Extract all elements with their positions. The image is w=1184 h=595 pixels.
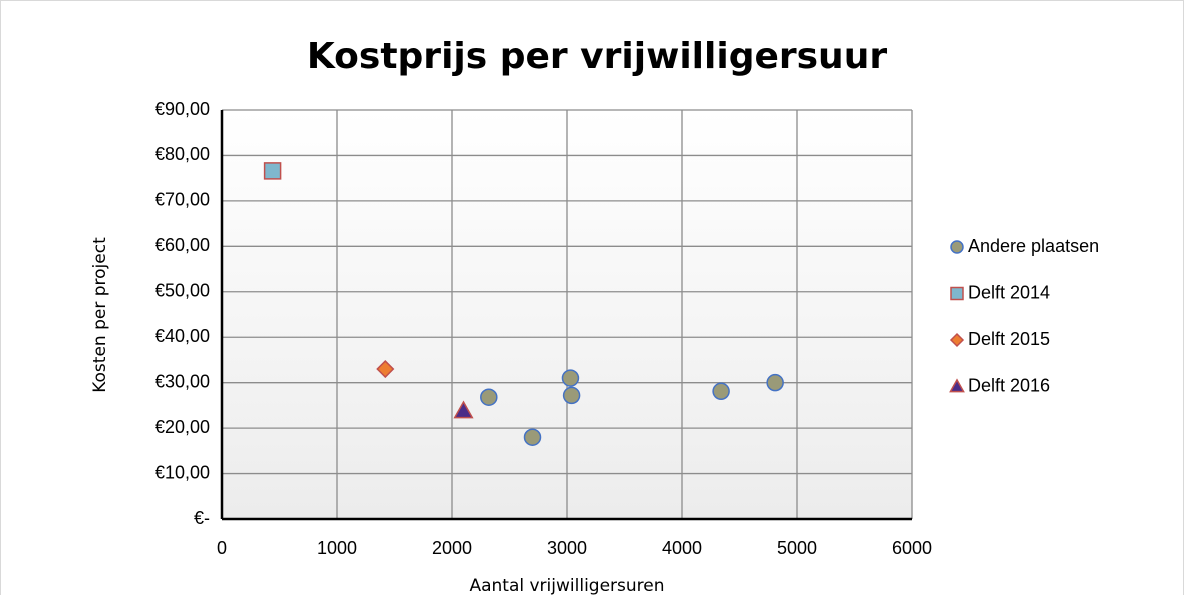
x-axis-title: Aantal vrijwilligersuren — [469, 576, 664, 595]
data-point — [766, 373, 784, 392]
data-point — [561, 369, 580, 387]
legend-marker — [949, 332, 965, 348]
x-tick-label: 0 — [217, 538, 227, 558]
legend-marker — [950, 240, 964, 254]
data-point — [263, 162, 282, 180]
x-tick-label: 2000 — [432, 538, 472, 558]
legend-label: Delft 2014 — [968, 282, 1050, 302]
y-tick-label: €70,00 — [155, 190, 210, 210]
x-tick-label: 1000 — [317, 538, 357, 558]
y-axis-title: Kosten per project — [90, 237, 110, 393]
data-point — [562, 386, 581, 405]
data-point — [480, 388, 498, 406]
legend-marker — [949, 378, 965, 393]
y-tick-label: €50,00 — [155, 281, 210, 301]
x-tick-label: 5000 — [777, 538, 817, 558]
chart-title: Kostprijs per vrijwilligersuur — [307, 36, 887, 77]
x-tick-label: 6000 — [892, 538, 932, 558]
data-point — [376, 359, 395, 379]
x-tick-label: 3000 — [547, 538, 587, 558]
y-tick-label: €20,00 — [155, 417, 210, 437]
data-point — [453, 400, 474, 419]
y-tick-label: €- — [194, 508, 210, 528]
legend-label: Andere plaatsen — [968, 236, 1099, 256]
y-tick-label: €40,00 — [155, 326, 210, 346]
data-point — [712, 382, 730, 401]
data-point — [523, 428, 542, 446]
y-tick-label: €90,00 — [155, 99, 210, 119]
x-tick-label: 4000 — [662, 538, 702, 558]
y-tick-label: €30,00 — [155, 371, 210, 391]
y-tick-label: €60,00 — [155, 235, 210, 255]
legend-label: Delft 2016 — [968, 375, 1050, 395]
y-tick-label: €80,00 — [155, 144, 210, 164]
legend-label: Delft 2015 — [968, 329, 1050, 349]
y-tick-label: €10,00 — [155, 462, 210, 482]
legend-marker — [950, 286, 964, 301]
